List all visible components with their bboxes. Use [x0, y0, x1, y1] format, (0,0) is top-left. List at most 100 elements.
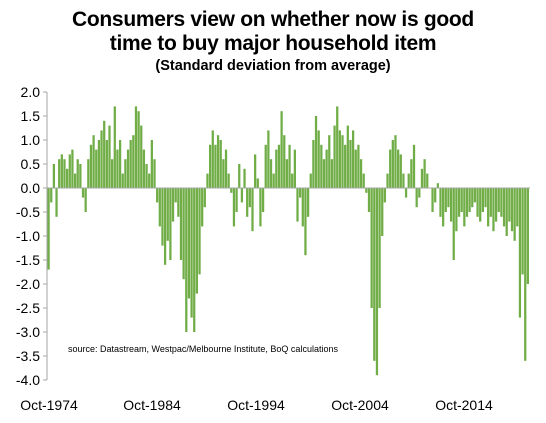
bar [293, 149, 296, 188]
bar [47, 188, 50, 270]
bar [201, 188, 204, 227]
bar [465, 188, 469, 217]
bar [73, 173, 77, 188]
bar [203, 188, 206, 208]
bar [375, 188, 379, 376]
x-tick-label: Oct-2004 [331, 397, 389, 413]
x-tick-label: Oct-1984 [123, 397, 181, 413]
chart-title-line-2: time to buy major household item [109, 32, 437, 55]
bar [95, 149, 98, 188]
bar [481, 188, 484, 212]
bar [76, 159, 79, 188]
bar [246, 188, 249, 217]
bar [182, 188, 185, 280]
bar [502, 188, 506, 227]
bar [304, 188, 307, 256]
bar [383, 188, 387, 203]
bar [285, 159, 289, 188]
bar [447, 188, 450, 208]
bar [336, 106, 339, 188]
bar [489, 188, 492, 217]
bar [420, 168, 424, 188]
y-tick-label: -2.5 [16, 300, 40, 316]
bar [156, 188, 159, 203]
bar [508, 188, 511, 222]
bar [402, 173, 405, 188]
bar-series [47, 106, 530, 376]
chart-title-block: Consumers view on whether now is good ti… [0, 8, 546, 76]
bar [524, 188, 527, 361]
bar [216, 135, 220, 188]
bar [111, 159, 114, 188]
bar [58, 159, 61, 188]
bar [333, 125, 336, 188]
bar [97, 140, 101, 188]
bar [510, 188, 514, 232]
x-tick-label: Oct-1994 [227, 397, 285, 413]
bar [399, 154, 402, 188]
bar [190, 188, 193, 318]
bar [299, 188, 302, 198]
bar [232, 188, 236, 227]
bar [526, 188, 530, 284]
bar [195, 188, 199, 294]
bar [394, 135, 397, 188]
bar [166, 188, 169, 241]
y-tick-labels: 2.0 1.5 1.0 0.5 0.0 -0.5 -1.0 -1.5 -2.0 -2.5 -3.0 -… [16, 84, 40, 388]
bar [322, 159, 326, 188]
bar [426, 173, 429, 188]
bar [142, 149, 146, 188]
bar [84, 188, 87, 212]
y-tick-label: -3.0 [16, 324, 40, 340]
bar [452, 188, 455, 260]
bar [272, 173, 275, 188]
bar [145, 164, 148, 188]
bar [206, 173, 209, 188]
bar [259, 188, 262, 227]
bar [243, 168, 246, 188]
bar [134, 106, 138, 188]
bar [439, 188, 442, 217]
bar [153, 159, 156, 188]
bar [150, 140, 153, 188]
bar [487, 188, 490, 227]
x-tick-label: Oct-1974 [20, 397, 78, 413]
bar [158, 188, 161, 227]
bar [267, 130, 270, 188]
bar [442, 188, 445, 227]
bar [362, 173, 365, 188]
bar [66, 168, 69, 188]
bar [161, 188, 164, 246]
bar [169, 188, 172, 260]
bar [211, 130, 214, 188]
bar [500, 188, 503, 217]
y-tick-label: -3.5 [16, 348, 40, 364]
y-tick-label: 1.0 [21, 132, 41, 148]
bar [320, 144, 323, 188]
bar [185, 188, 188, 332]
bar [365, 188, 368, 193]
bar [177, 188, 180, 217]
bar [492, 188, 495, 232]
bar [198, 188, 201, 275]
bar [222, 159, 225, 188]
bar [460, 188, 463, 212]
bar [341, 135, 344, 188]
y-tick-label: 0.5 [21, 156, 41, 172]
bar [103, 120, 106, 188]
bar [52, 164, 56, 188]
bar [68, 154, 71, 188]
bar [344, 144, 347, 188]
y-tick-label: 0.0 [21, 180, 41, 196]
bar [261, 188, 265, 212]
bar [312, 140, 315, 188]
bar [224, 149, 228, 188]
bar [124, 159, 127, 188]
bar [269, 159, 273, 188]
axes [43, 91, 530, 381]
bar [251, 188, 254, 232]
bar [277, 144, 281, 188]
bar [386, 173, 389, 188]
bar [100, 130, 103, 188]
